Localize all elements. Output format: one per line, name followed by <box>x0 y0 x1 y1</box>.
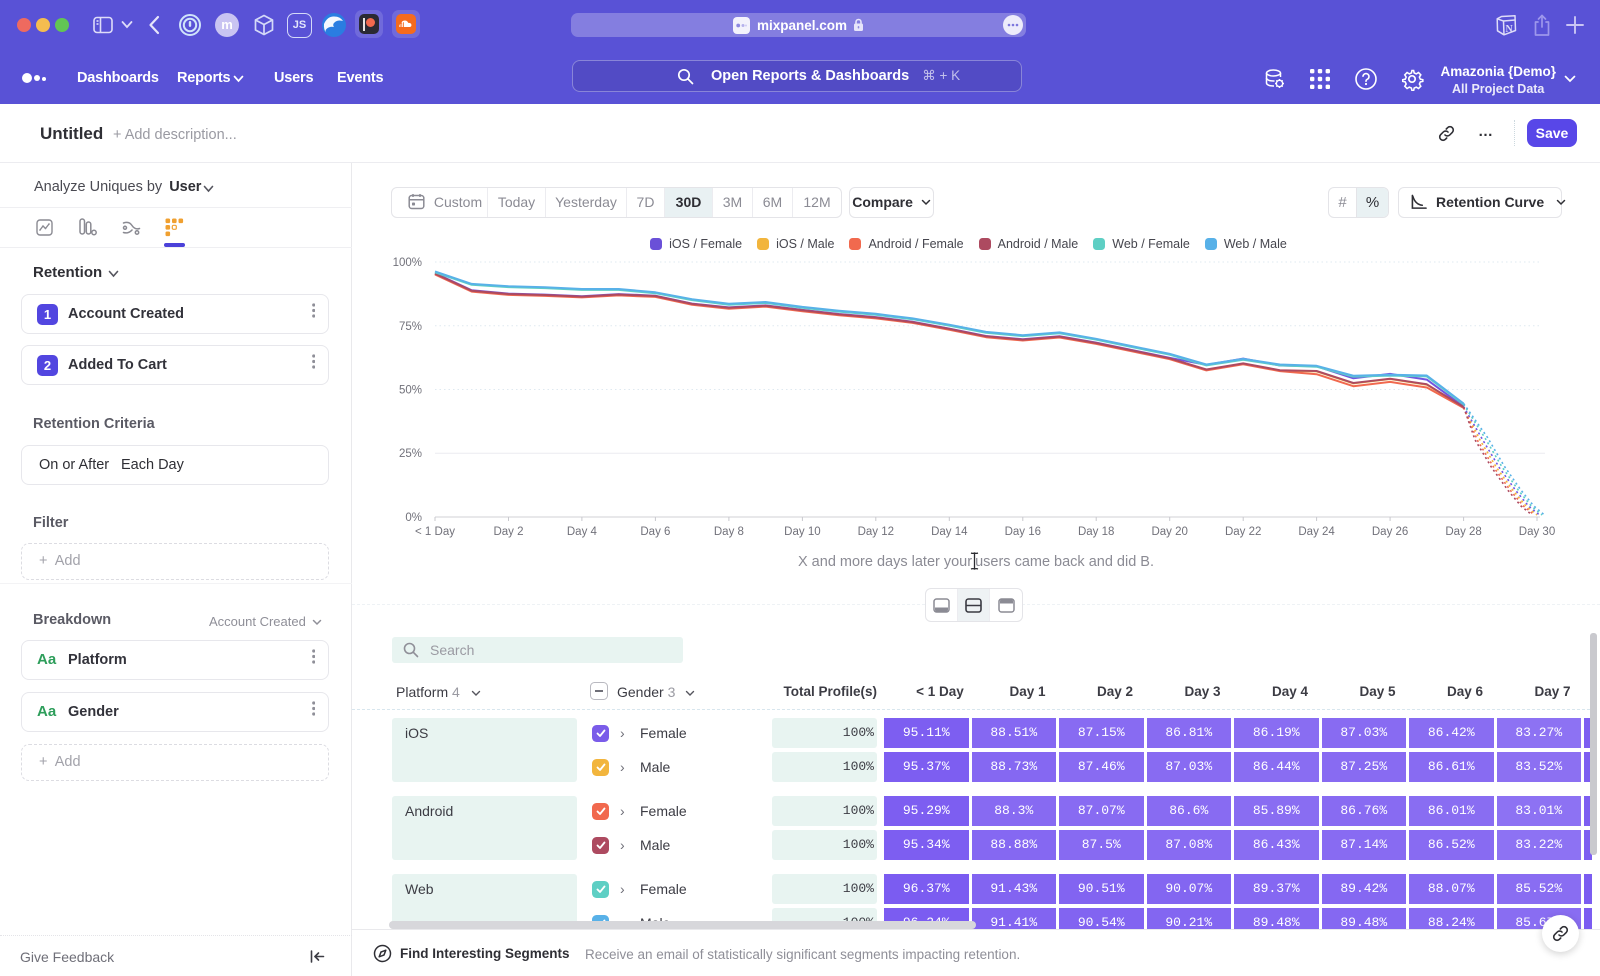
svg-text:Day 30: Day 30 <box>1519 526 1555 538</box>
svg-text:Day 16: Day 16 <box>1005 526 1041 538</box>
svg-text:Day 10: Day 10 <box>784 526 820 538</box>
svg-text:100%: 100% <box>393 257 422 269</box>
svg-text:Day 12: Day 12 <box>858 526 894 538</box>
svg-text:< 1 Day: < 1 Day <box>415 526 455 538</box>
svg-text:Day 14: Day 14 <box>931 526 968 538</box>
svg-text:Day 26: Day 26 <box>1372 526 1408 538</box>
svg-text:Day 28: Day 28 <box>1445 526 1481 538</box>
svg-text:Day 8: Day 8 <box>714 526 744 538</box>
svg-text:Day 4: Day 4 <box>567 526 598 538</box>
svg-text:50%: 50% <box>399 385 422 397</box>
svg-text:Day 22: Day 22 <box>1225 526 1261 538</box>
svg-text:0%: 0% <box>405 512 422 524</box>
svg-text:N: N <box>1506 24 1514 35</box>
svg-text:75%: 75% <box>399 321 422 333</box>
svg-text:Day 6: Day 6 <box>640 526 670 538</box>
svg-text:25%: 25% <box>399 448 422 460</box>
svg-text:Day 20: Day 20 <box>1151 526 1187 538</box>
svg-text:Day 24: Day 24 <box>1298 526 1335 538</box>
svg-text:Day 2: Day 2 <box>493 526 523 538</box>
svg-text:Day 18: Day 18 <box>1078 526 1114 538</box>
